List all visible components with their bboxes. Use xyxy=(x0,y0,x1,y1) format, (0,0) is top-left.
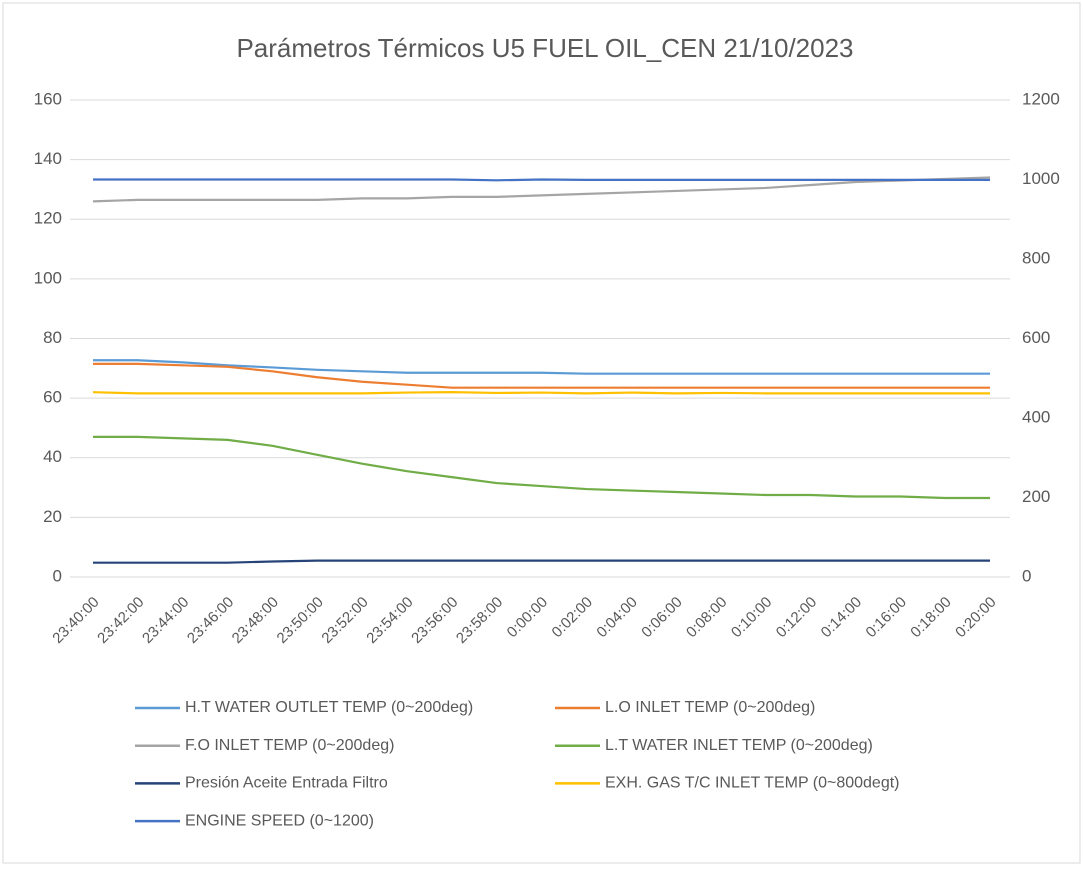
chart-title: Parámetros Térmicos U5 FUEL OIL_CEN 21/1… xyxy=(236,33,853,63)
y-tick-label: 80 xyxy=(43,328,62,347)
legend-label: ENGINE SPEED (0~1200) xyxy=(185,812,374,829)
y-tick-label: 20 xyxy=(43,507,62,526)
y-tick-label: 60 xyxy=(43,388,62,407)
series-line xyxy=(93,362,990,389)
series-line xyxy=(93,559,990,564)
legend-label: L.O INLET TEMP (0~200deg) xyxy=(605,699,815,716)
y2-tick-label: 1000 xyxy=(1022,169,1060,188)
y2-tick-label: 800 xyxy=(1022,248,1050,267)
y2-tick-label: 0 xyxy=(1022,566,1031,585)
y2-tick-label: 200 xyxy=(1022,487,1050,506)
series-line xyxy=(92,176,991,203)
legend-label: F.O INLET TEMP (0~200deg) xyxy=(185,737,394,754)
series-line xyxy=(93,435,990,500)
series-line xyxy=(93,178,990,182)
legend-label: L.T WATER INLET TEMP (0~200deg) xyxy=(605,737,873,754)
y-tick-label: 0 xyxy=(53,566,62,585)
legend-label: Presión Aceite Entrada Filtro xyxy=(185,775,388,792)
y2-tick-label: 400 xyxy=(1022,407,1050,426)
series-line xyxy=(92,391,990,395)
y2-tick-label: 1200 xyxy=(1022,89,1060,108)
y-tick-label: 140 xyxy=(34,149,62,168)
series-line xyxy=(93,359,990,375)
legend-label: EXH. GAS T/C INLET TEMP (0~800degt) xyxy=(605,775,900,792)
y-tick-label: 120 xyxy=(34,209,62,228)
legend-label: H.T WATER OUTLET TEMP (0~200deg) xyxy=(185,699,473,716)
y2-tick-label: 600 xyxy=(1022,328,1050,347)
y-tick-label: 100 xyxy=(34,268,62,287)
y-tick-label: 160 xyxy=(34,89,62,108)
y-tick-label: 40 xyxy=(43,447,62,466)
